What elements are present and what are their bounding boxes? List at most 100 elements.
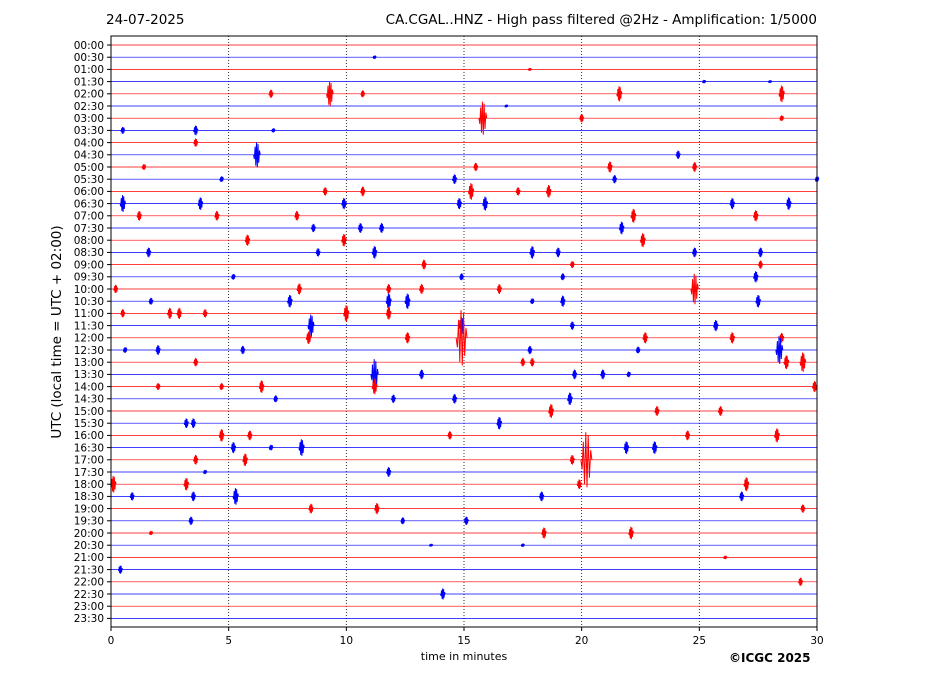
seismic-event (129, 492, 135, 501)
seismic-event (729, 332, 736, 344)
y-tick-label: 06:00 (74, 186, 104, 198)
seismic-event (504, 104, 509, 108)
y-tick-label: 03:30 (74, 125, 104, 137)
seismic-event (190, 491, 197, 502)
seismic-event (322, 187, 328, 196)
y-axis-ticks: 00:0000:3001:0001:3002:0002:3003:0003:30… (74, 40, 111, 625)
seismic-event (308, 503, 314, 514)
seismic-event (119, 195, 126, 212)
seismic-event (463, 516, 469, 525)
seismic-event (675, 150, 681, 159)
seismic-event (639, 233, 646, 248)
seismic-event (555, 247, 561, 258)
seismic-event (560, 273, 566, 281)
seismic-event (148, 530, 154, 536)
seismic-event (117, 565, 123, 574)
y-tick-label: 14:30 (74, 394, 104, 406)
seismic-event (654, 406, 660, 416)
seismic-event (527, 67, 532, 72)
seismic-event (779, 332, 785, 343)
seismic-event (576, 479, 582, 490)
x-tick-label: 15 (457, 635, 470, 647)
y-tick-label: 00:30 (74, 52, 104, 64)
seismic-event (271, 128, 276, 133)
seismic-event (783, 355, 790, 370)
y-tick-label: 13:00 (74, 357, 104, 369)
y-tick-label: 11:30 (74, 320, 104, 332)
seismic-event (467, 183, 475, 200)
seismic-event (757, 260, 764, 269)
seismic-event (193, 138, 199, 147)
seismic-event (120, 309, 126, 318)
x-tick-label: 10 (340, 635, 353, 647)
seismic-event (155, 383, 161, 391)
y-tick-label: 23:00 (74, 601, 104, 613)
seismic-event (529, 358, 535, 367)
y-tick-label: 04:30 (74, 150, 104, 162)
seismic-event (691, 162, 698, 172)
seismic-event (774, 428, 780, 443)
x-tick-label: 25 (693, 635, 706, 647)
seismic-event (567, 392, 573, 406)
seismic-event (651, 441, 658, 454)
y-tick-label: 07:30 (74, 223, 104, 235)
seismic-event (122, 347, 128, 353)
seismic-event (579, 114, 585, 123)
seismic-event (386, 284, 392, 294)
seismic-event (193, 125, 199, 136)
seismic-event (569, 261, 575, 269)
seismic-event (515, 187, 521, 196)
seismic-event (360, 90, 366, 98)
y-tick-label: 16:00 (74, 430, 104, 442)
seismic-event (183, 477, 190, 491)
seismic-event (218, 429, 225, 442)
seismic-event (757, 247, 764, 258)
seismic-event (529, 298, 535, 305)
seismic-event (482, 196, 489, 211)
seismic-event (428, 543, 434, 547)
seismic-event (545, 185, 552, 198)
seismic-event (273, 395, 279, 403)
y-tick-label: 02:00 (74, 89, 104, 101)
seismic-event (520, 358, 526, 367)
seismic-event (569, 454, 575, 465)
seismic-event (214, 210, 220, 221)
seismic-event (701, 79, 707, 84)
y-tick-label: 11:00 (74, 308, 104, 320)
seismic-event (456, 198, 463, 210)
seismic-event (496, 416, 503, 430)
seismic-event (219, 383, 225, 391)
seismic-event (799, 352, 807, 372)
seismic-event (167, 307, 173, 319)
seismic-event (202, 469, 208, 475)
seismic-event (421, 259, 427, 270)
seismic-event (447, 431, 453, 440)
y-tick-label: 08:30 (74, 247, 104, 259)
y-tick-label: 12:00 (74, 333, 104, 345)
seismic-event (717, 406, 724, 416)
seismic-event (244, 234, 251, 246)
seismic-event (600, 369, 606, 380)
y-tick-label: 10:00 (74, 284, 104, 296)
seismic-event (548, 404, 555, 418)
seismic-event (569, 321, 575, 330)
seismic-event (341, 233, 347, 247)
seismic-event (527, 345, 533, 355)
seismic-event (630, 208, 637, 223)
seismic-event (753, 210, 759, 222)
seismic-event (778, 85, 785, 103)
y-tick-label: 04:00 (74, 137, 104, 149)
seismic-event (219, 176, 224, 183)
y-tick-label: 20:30 (74, 540, 104, 552)
y-tick-label: 09:30 (74, 272, 104, 284)
x-tick-label: 30 (810, 635, 823, 647)
seismic-event (626, 371, 632, 378)
seismic-event (232, 488, 239, 505)
seismic-event (372, 55, 377, 60)
seismic-event (520, 543, 526, 548)
seismic-event (451, 393, 458, 404)
y-tick-label: 10:30 (74, 296, 104, 308)
seismic-event (691, 247, 698, 258)
seismic-event (374, 503, 380, 515)
seismic-event (739, 491, 745, 502)
